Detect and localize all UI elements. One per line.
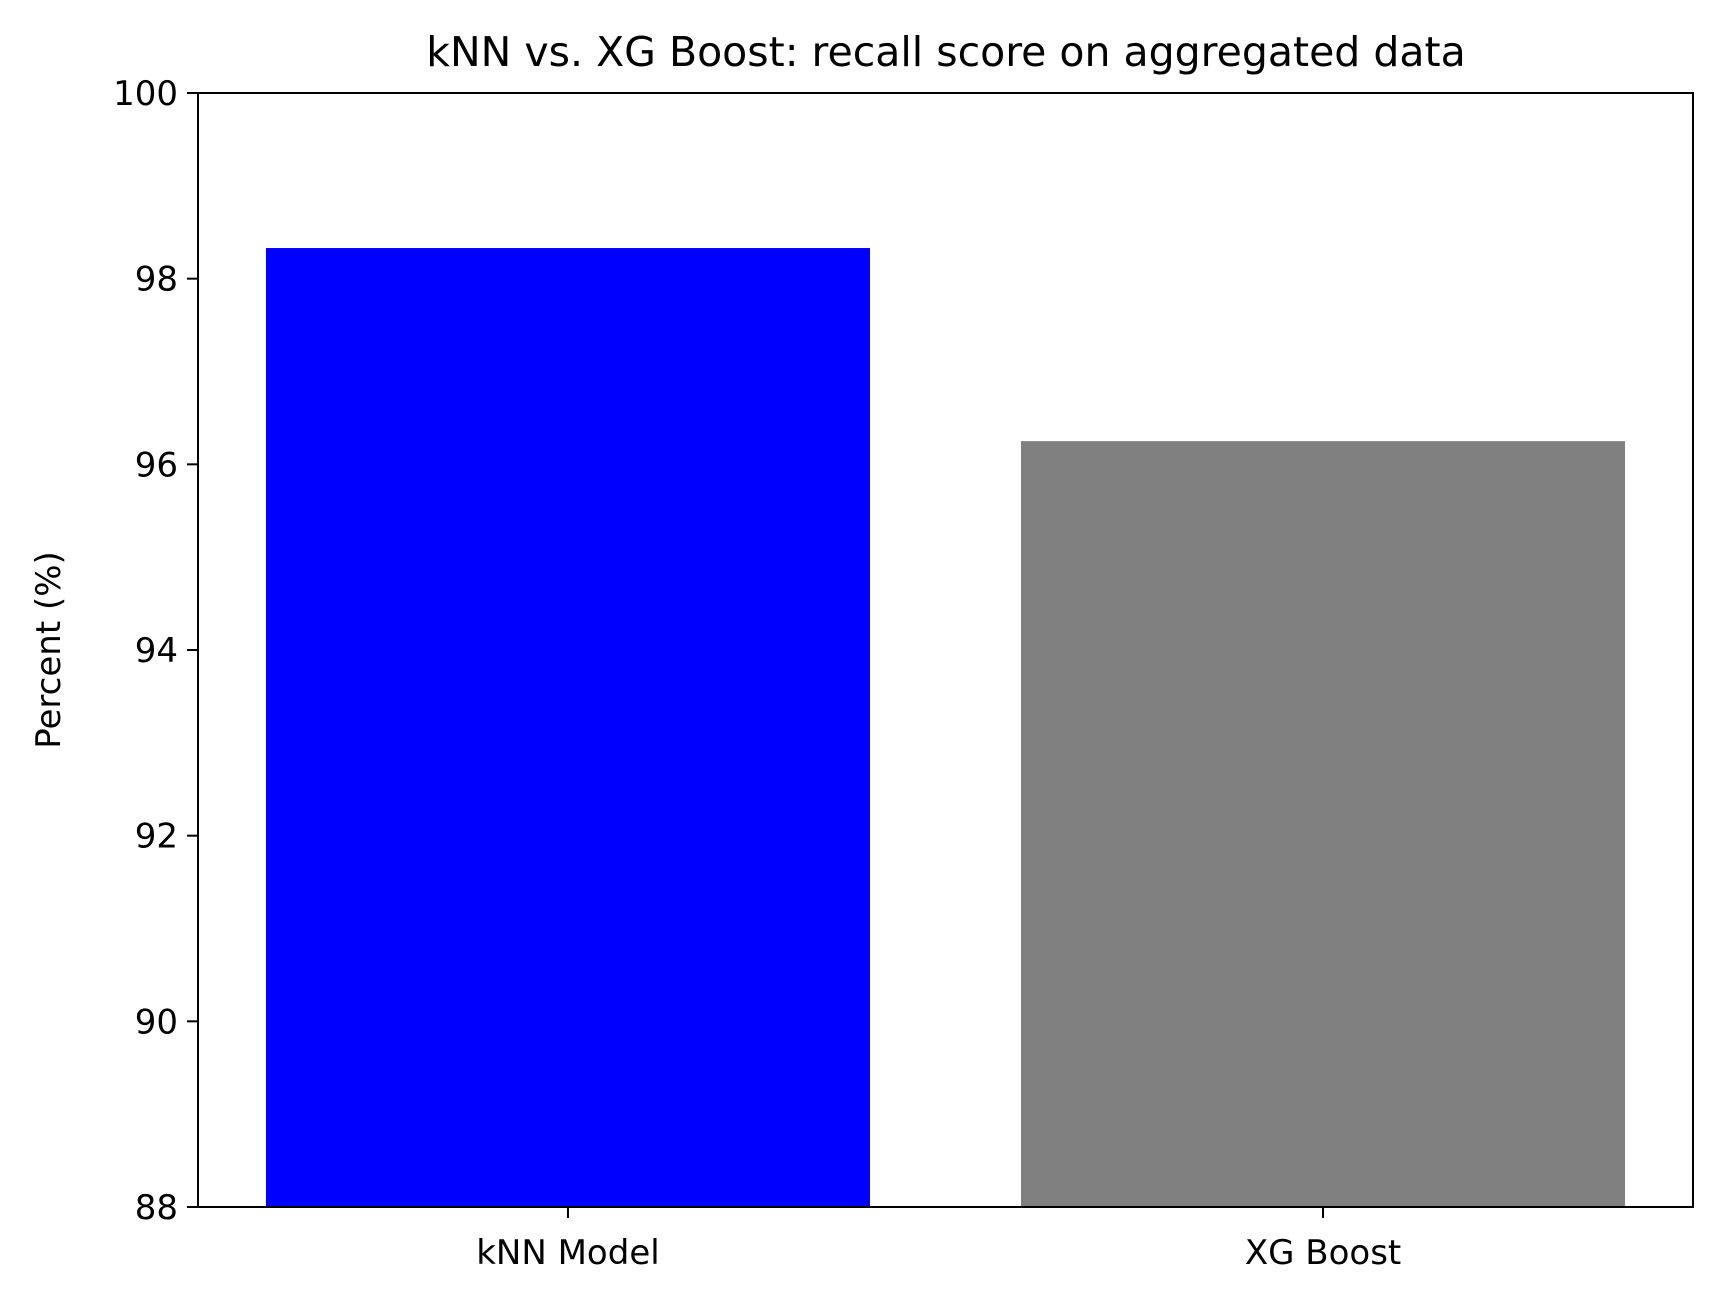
x-tick-label: kNN Model xyxy=(476,1233,659,1273)
bar-knn-model xyxy=(265,248,870,1207)
y-tick-label: 100 xyxy=(113,74,178,114)
x-tick-label: XG Boost xyxy=(1245,1233,1401,1273)
y-axis: 88 90 92 94 96 98 100 xyxy=(113,74,198,1228)
y-tick-label: 92 xyxy=(135,817,178,857)
y-tick-label: 98 xyxy=(135,260,178,300)
bar-xg-boost xyxy=(1021,441,1626,1207)
y-tick-label: 88 xyxy=(135,1188,178,1228)
y-axis-label: Percent (%) xyxy=(29,551,69,749)
chart-title: kNN vs. XG Boost: recall score on aggreg… xyxy=(426,28,1465,76)
x-axis: kNN Model XG Boost xyxy=(476,1207,1401,1273)
y-tick-label: 94 xyxy=(135,631,178,671)
bars-group xyxy=(265,248,1626,1207)
y-tick-label: 90 xyxy=(135,1002,178,1042)
y-tick-label: 96 xyxy=(135,445,178,485)
